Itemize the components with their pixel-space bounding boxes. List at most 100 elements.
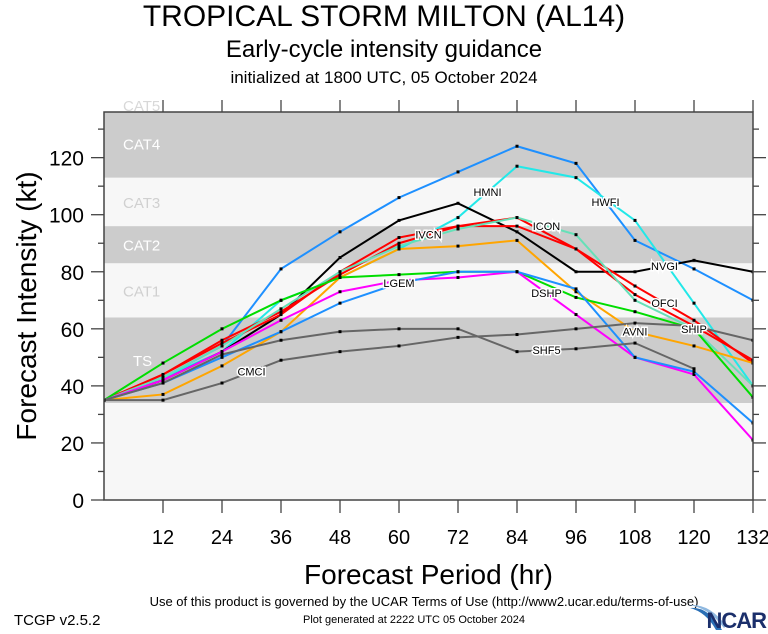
- data-point-cmci: [397, 344, 401, 348]
- data-point-hmni: [456, 216, 460, 220]
- data-point-hwfi: [692, 267, 696, 271]
- data-point-icon: [633, 298, 637, 302]
- series-line-icon: [104, 216, 753, 402]
- data-point-dshp: [338, 290, 342, 294]
- data-point-dshp: [456, 275, 460, 279]
- series-line-lgem: [104, 270, 753, 424]
- plot-generated-time: Plot generated at 2222 UTC 05 October 20…: [303, 614, 525, 626]
- data-point-shf5: [692, 367, 696, 371]
- data-point-cmci: [515, 333, 519, 337]
- data-point-icon: [338, 270, 342, 274]
- band-cat5: [104, 44, 753, 110]
- data-point-hmni: [692, 301, 696, 305]
- data-point-nvgi: [338, 256, 342, 259]
- data-point-shf5: [279, 338, 283, 342]
- data-point-nvgi: [456, 201, 460, 205]
- data-point-ivcn: [279, 310, 283, 314]
- series-label-hmni: HMNI: [473, 187, 501, 199]
- data-point-ship: [574, 295, 578, 299]
- x-tick-label: 108: [618, 527, 651, 549]
- data-point-avni: [456, 244, 460, 248]
- data-point-shf5: [633, 341, 637, 345]
- data-point-shf5: [397, 327, 401, 331]
- data-point-ivcn: [220, 338, 224, 342]
- data-point-nvgi: [515, 230, 519, 234]
- data-point-hwfi: [574, 161, 578, 165]
- data-point-ship: [161, 361, 165, 365]
- terms-of-use-text: Use of this product is governed by the U…: [149, 594, 699, 609]
- y-axis-label: Forecast Intensity (kt): [11, 171, 42, 440]
- data-point-shf5: [456, 327, 460, 331]
- data-point-ivcn: [633, 293, 637, 297]
- data-point-ship: [397, 273, 401, 277]
- series-label-hwfi: HWFI: [591, 197, 619, 209]
- data-point-dshp: [397, 278, 401, 282]
- y-tick-label: 20: [61, 433, 84, 456]
- x-tick-label: 24: [211, 527, 233, 549]
- data-point-hwfi: [633, 238, 637, 242]
- series-line-ship: [104, 270, 753, 401]
- ncar-swoosh-icon: [688, 604, 726, 630]
- x-tick-label: 120: [677, 527, 710, 549]
- data-point-avni: [161, 392, 165, 396]
- data-point-cmci: [220, 381, 224, 385]
- data-point-hwfi: [279, 267, 283, 271]
- ncar-logo-text: NCAR: [706, 608, 767, 633]
- series-label-shf5: SHF5: [532, 345, 560, 357]
- chart-subtitle: Early-cycle intensity guidance: [225, 36, 543, 63]
- data-point-ship: [692, 327, 696, 331]
- data-point-cmci: [456, 335, 460, 339]
- data-point-lgem: [692, 370, 696, 374]
- band-label-cat3: CAT3: [123, 195, 160, 212]
- version-label: TCGP v2.5.2: [14, 612, 101, 629]
- x-tick-label: 84: [506, 527, 528, 549]
- data-point-ivcn: [574, 247, 578, 251]
- data-point-shf5: [574, 347, 578, 351]
- data-point-ivcn: [161, 372, 165, 376]
- data-point-cmci: [338, 350, 342, 354]
- data-point-lgem: [574, 287, 578, 291]
- data-point-hwfi: [456, 170, 460, 174]
- series-label-dshp: DSHP: [531, 288, 562, 300]
- data-point-ship: [279, 298, 283, 302]
- data-point-shf5: [338, 330, 342, 334]
- data-point-ivcn: [456, 224, 460, 228]
- y-tick-label: 100: [49, 205, 84, 228]
- data-point-ivcn: [338, 273, 342, 277]
- data-point-ofci: [220, 341, 224, 345]
- x-tick-label: 96: [565, 527, 587, 549]
- data-point-avni: [633, 330, 637, 334]
- data-point-hmni: [633, 218, 637, 222]
- data-point-hwfi: [515, 144, 519, 148]
- data-point-lgem: [633, 355, 637, 359]
- plot-area: [104, 44, 753, 442]
- data-point-icon: [279, 307, 283, 311]
- data-point-dshp: [574, 313, 578, 317]
- data-point-lgem: [279, 330, 283, 334]
- series-label-lgem: LGEM: [383, 278, 414, 290]
- data-point-icon: [515, 216, 519, 220]
- data-point-ship: [220, 327, 224, 331]
- data-point-hwfi: [397, 196, 401, 200]
- x-axis-label: Forecast Period (hr): [304, 559, 553, 590]
- data-point-hwfi: [338, 230, 342, 234]
- data-point-avni: [220, 364, 224, 368]
- data-point-dshp: [692, 372, 696, 376]
- series-label-ofci: OFCI: [651, 298, 677, 310]
- x-tick-label: 36: [270, 527, 292, 549]
- data-point-lgem: [338, 301, 342, 305]
- data-point-nvgi: [633, 270, 637, 274]
- data-point-icon: [161, 375, 165, 379]
- data-point-icon: [220, 344, 224, 348]
- data-point-ship: [338, 275, 342, 279]
- band-label-cat2: CAT2: [123, 238, 160, 255]
- data-point-nvgi: [397, 218, 401, 222]
- series-label-nvgi: NVGI: [651, 261, 678, 273]
- series-label-ship: SHIP: [681, 324, 707, 336]
- series-line-avni: [104, 239, 753, 402]
- data-point-shf5: [515, 350, 519, 354]
- series-line-ivcn: [104, 216, 753, 402]
- data-point-cmci: [279, 358, 283, 362]
- ncar-logo: NCAR: [688, 604, 768, 633]
